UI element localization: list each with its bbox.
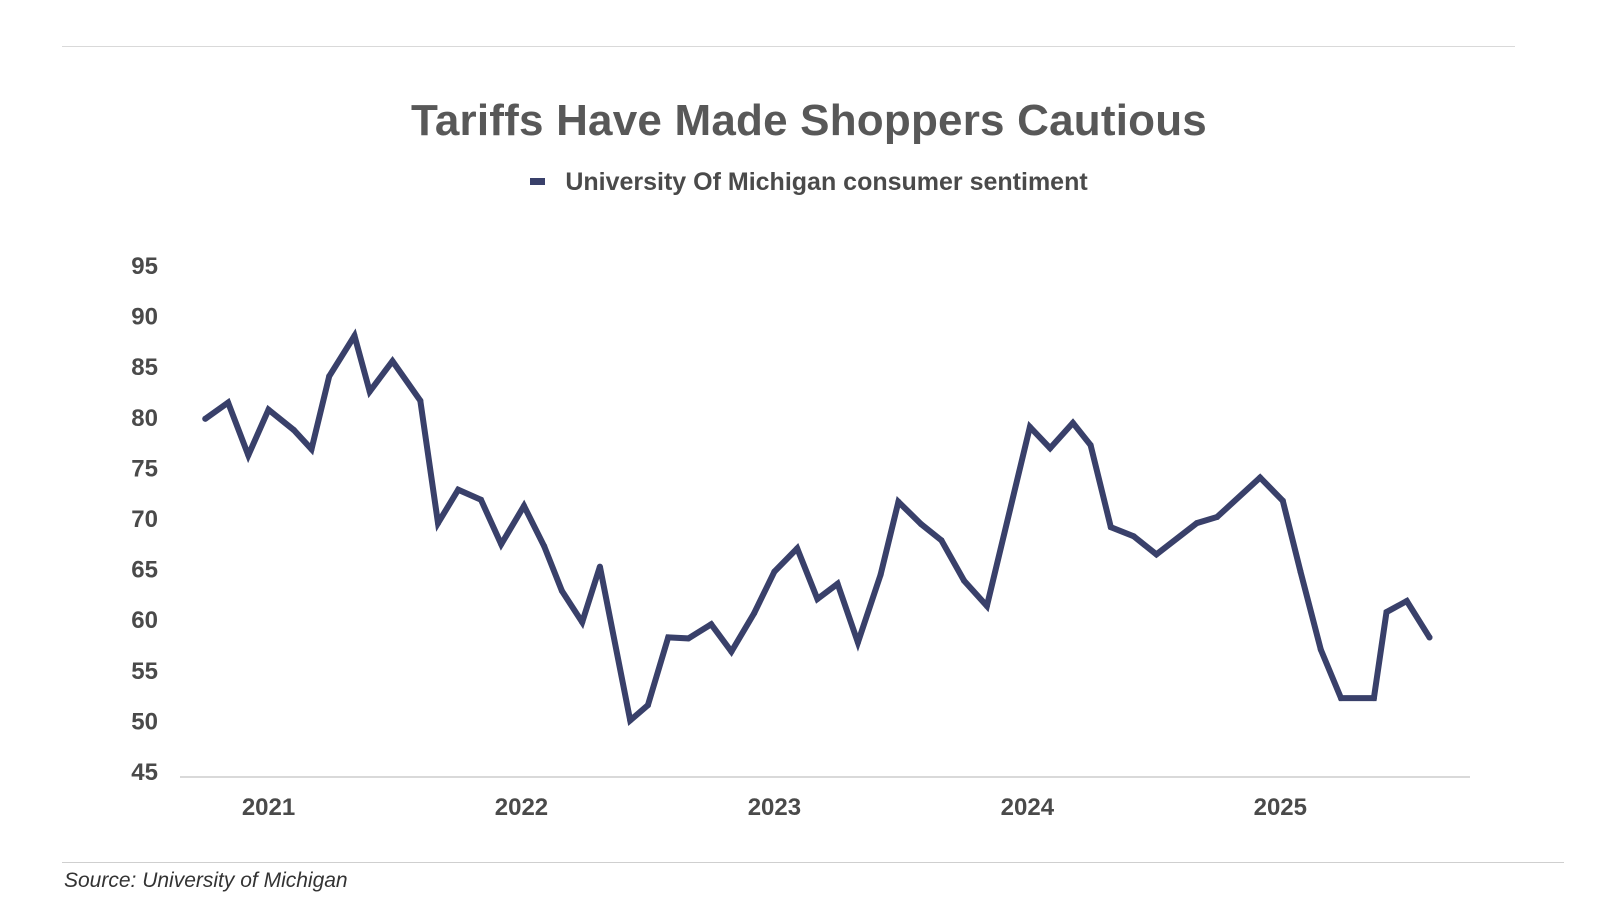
data-point: [751, 610, 758, 617]
data-point: [435, 520, 441, 527]
y-tick-label: 45: [131, 759, 158, 786]
data-point: [644, 702, 651, 709]
bottom-divider: [62, 862, 1564, 863]
data-point: [1426, 634, 1433, 641]
data-point: [498, 541, 505, 548]
data-point: [1069, 419, 1076, 426]
data-point: [983, 603, 990, 609]
legend: University Of Michigan consumer sentimen…: [0, 168, 1600, 197]
source-note: Source: University of Michigan: [64, 869, 348, 892]
data-point: [521, 502, 527, 509]
data-point: [1193, 520, 1200, 527]
data-point: [1026, 423, 1033, 430]
y-tick-label: 85: [131, 354, 158, 381]
data-point: [202, 415, 209, 422]
data-point: [685, 635, 692, 642]
y-tick-label: 90: [131, 304, 158, 331]
data-point: [728, 648, 735, 655]
x-axis-ticks: 2021 2022 2023 2024 2025: [242, 794, 1307, 821]
data-point: [627, 717, 634, 724]
y-tick-label: 50: [131, 708, 158, 735]
data-point: [225, 399, 232, 406]
data-point: [1130, 533, 1137, 540]
data-point: [366, 388, 373, 395]
x-tick-label: 2025: [1254, 794, 1307, 821]
data-point: [478, 496, 484, 503]
data-point: [1257, 474, 1264, 481]
y-tick-label: 55: [131, 658, 158, 685]
data-point: [389, 358, 396, 365]
data-point: [918, 521, 925, 528]
data-point: [245, 452, 252, 459]
data-point: [308, 446, 315, 453]
x-tick-label: 2022: [495, 794, 548, 821]
data-point: [265, 406, 272, 413]
x-tick-label: 2023: [748, 794, 801, 821]
series-line: [202, 328, 1433, 727]
top-divider: [62, 46, 1515, 47]
data-point: [579, 619, 586, 626]
data-point: [1317, 646, 1324, 653]
data-point: [1087, 442, 1094, 449]
data-point: [708, 621, 715, 628]
data-point: [665, 634, 672, 641]
data-point: [1214, 514, 1221, 520]
data-point: [290, 427, 297, 433]
data-point: [814, 596, 821, 602]
data-point: [326, 373, 333, 380]
data-point: [1279, 497, 1286, 504]
series-group: [202, 328, 1433, 727]
y-tick-label: 80: [131, 405, 158, 432]
y-tick-label: 95: [131, 253, 158, 280]
y-axis-ticks: 95 90 85 80 75 70 65 60 55 50 45: [131, 253, 158, 786]
data-point: [1338, 695, 1344, 702]
data-point: [1153, 551, 1160, 558]
data-point: [1403, 598, 1410, 604]
data-point: [895, 498, 902, 505]
data-point: [961, 577, 968, 584]
data-point: [1107, 524, 1114, 531]
data-point: [771, 568, 778, 575]
data-point: [1370, 695, 1377, 702]
data-point: [854, 639, 861, 646]
legend-label: University Of Michigan consumer sentimen…: [565, 168, 1088, 196]
data-point: [558, 587, 565, 594]
data-point: [1047, 445, 1054, 452]
data-point: [455, 486, 462, 493]
x-tick-label: 2024: [1001, 794, 1055, 821]
data-point: [938, 537, 945, 544]
data-point: [541, 543, 548, 550]
data-point: [417, 397, 424, 404]
data-point: [351, 332, 358, 339]
data-point: [794, 545, 801, 552]
data-point: [1297, 568, 1304, 575]
chart-title: Tariffs Have Made Shoppers Cautious: [411, 96, 1207, 145]
y-tick-label: 65: [131, 557, 158, 584]
legend-swatch: [530, 177, 546, 185]
y-tick-label: 60: [131, 607, 158, 634]
data-point: [877, 571, 884, 578]
y-tick-label: 70: [131, 506, 158, 533]
data-point: [834, 580, 841, 587]
y-tick-label: 75: [131, 455, 158, 482]
x-tick-label: 2021: [242, 794, 295, 821]
data-point: [596, 563, 603, 570]
data-point: [1383, 609, 1390, 616]
